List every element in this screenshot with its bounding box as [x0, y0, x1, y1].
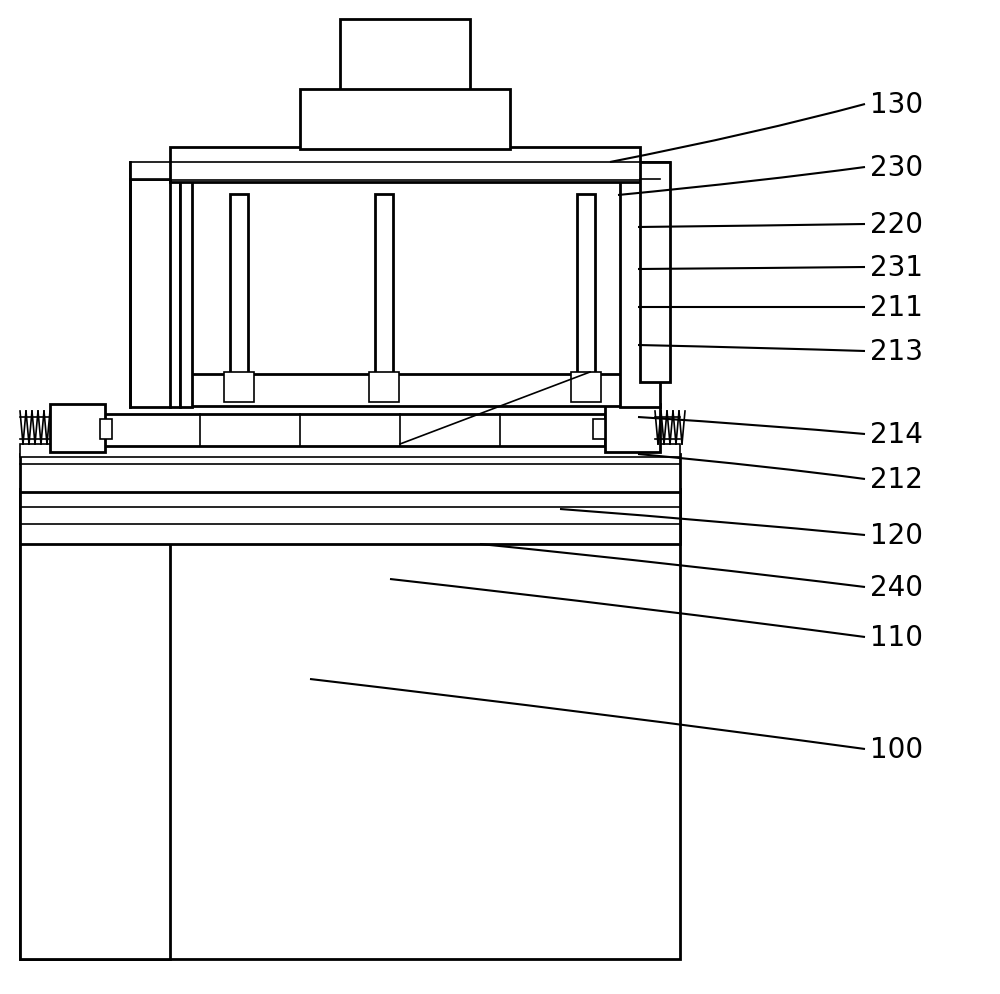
- Text: 120: 120: [870, 522, 923, 550]
- Bar: [230, 195, 248, 375]
- Text: 100: 100: [870, 736, 923, 763]
- Text: 240: 240: [870, 574, 923, 601]
- Text: 110: 110: [870, 623, 923, 651]
- Bar: [20, 489, 680, 959]
- Text: 214: 214: [870, 420, 923, 448]
- Bar: [577, 195, 595, 375]
- Bar: [20, 489, 170, 959]
- Bar: [224, 373, 254, 403]
- Bar: [100, 419, 112, 439]
- Text: 220: 220: [870, 211, 923, 239]
- Bar: [20, 489, 680, 545]
- Bar: [593, 419, 605, 439]
- Bar: [180, 180, 192, 408]
- Bar: [369, 373, 399, 403]
- Bar: [170, 375, 640, 407]
- Bar: [340, 20, 470, 94]
- Bar: [620, 180, 660, 408]
- Bar: [130, 180, 180, 408]
- Bar: [130, 163, 670, 181]
- Bar: [605, 405, 660, 452]
- Text: 230: 230: [870, 154, 923, 182]
- Bar: [50, 405, 105, 452]
- Bar: [170, 148, 640, 183]
- Text: 212: 212: [870, 465, 923, 493]
- Bar: [375, 195, 393, 375]
- Bar: [20, 454, 680, 492]
- Text: 231: 231: [870, 253, 923, 281]
- Text: 211: 211: [870, 293, 923, 322]
- Bar: [300, 89, 510, 150]
- Bar: [20, 444, 680, 457]
- Bar: [571, 373, 601, 403]
- Bar: [640, 163, 670, 383]
- Bar: [100, 414, 605, 446]
- Text: 130: 130: [870, 90, 923, 119]
- Text: 213: 213: [870, 338, 923, 366]
